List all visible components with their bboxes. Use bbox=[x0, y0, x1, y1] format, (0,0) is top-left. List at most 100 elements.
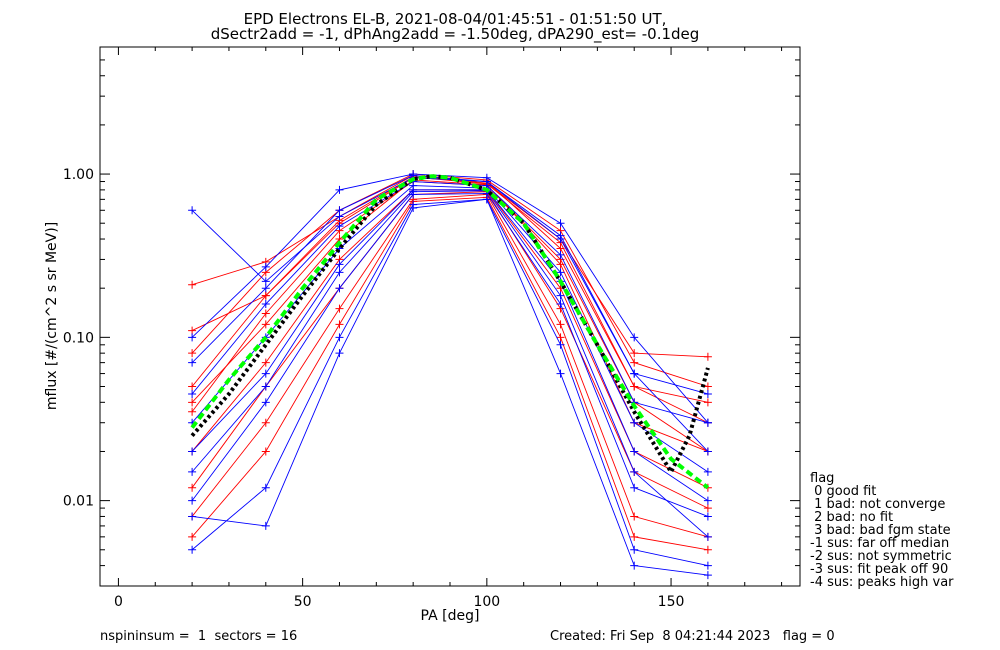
data-point bbox=[630, 483, 639, 492]
data-point bbox=[335, 260, 344, 269]
data-point bbox=[703, 389, 712, 398]
legend-item: -4 sus: peaks high var bbox=[810, 575, 954, 590]
data-point bbox=[335, 284, 344, 293]
data-point bbox=[335, 349, 344, 358]
data-point bbox=[556, 260, 565, 269]
series-line bbox=[191, 176, 708, 403]
data-point bbox=[335, 185, 344, 194]
data-point bbox=[188, 333, 197, 342]
series-line bbox=[191, 193, 709, 517]
series-layer bbox=[188, 170, 712, 580]
data-point bbox=[556, 340, 565, 349]
flag-legend: flag 0 good fit 1 bad: not converge 2 ba… bbox=[810, 471, 954, 590]
legend-item: 3 bad: bad fgm state bbox=[810, 523, 951, 538]
axes-layer: 0 50 100 150 0.01 0.10 1.00 bbox=[63, 47, 800, 610]
data-point bbox=[556, 300, 565, 309]
y-tick-label: 0.10 bbox=[63, 330, 94, 346]
series-line bbox=[191, 181, 709, 452]
data-point bbox=[703, 467, 712, 476]
data-point bbox=[188, 389, 197, 398]
data-point bbox=[188, 496, 197, 505]
data-point bbox=[556, 320, 565, 329]
fit-layer bbox=[190, 174, 710, 490]
series-line bbox=[192, 198, 708, 576]
y-tick-label: 0.01 bbox=[63, 494, 94, 510]
series-line bbox=[191, 189, 709, 501]
data-point bbox=[630, 545, 639, 554]
y-axis-label: mflux [#/(cm^2 s sr MeV)] bbox=[44, 222, 60, 410]
legend-item: -3 sus: fit peak off 90 bbox=[810, 562, 948, 577]
series-line bbox=[191, 196, 708, 551]
series-line bbox=[191, 190, 709, 538]
data-point bbox=[261, 277, 270, 286]
series-line bbox=[191, 175, 709, 452]
data-point bbox=[556, 268, 565, 277]
legend-item: -2 sus: not symmetric bbox=[810, 549, 952, 564]
series-line bbox=[191, 181, 709, 424]
data-point bbox=[261, 320, 270, 329]
data-point bbox=[335, 304, 344, 313]
data-point bbox=[556, 250, 565, 259]
data-point bbox=[630, 447, 639, 456]
data-point bbox=[188, 326, 197, 335]
data-point bbox=[261, 300, 270, 309]
chart-title-line1: EPD Electrons EL-B, 2021-08-04/01:45:51 … bbox=[244, 10, 667, 28]
data-point bbox=[188, 545, 197, 554]
data-point bbox=[261, 291, 270, 300]
data-point bbox=[261, 284, 270, 293]
data-point bbox=[630, 561, 639, 570]
data-point bbox=[188, 398, 197, 407]
series-line bbox=[191, 179, 709, 452]
data-point bbox=[630, 512, 639, 521]
data-point bbox=[630, 369, 639, 378]
y-tick-label: 1.00 bbox=[63, 167, 94, 183]
data-point bbox=[703, 512, 712, 521]
legend-item: 2 bad: no fit bbox=[810, 510, 893, 525]
series-line bbox=[191, 191, 709, 509]
plot-frame bbox=[99, 46, 801, 587]
black-fit-line bbox=[190, 174, 710, 476]
legend-item: -1 sus: far off median bbox=[810, 536, 949, 551]
data-point bbox=[261, 483, 270, 492]
legend-item: 0 good fit bbox=[810, 484, 876, 499]
series-line bbox=[191, 173, 709, 387]
data-point bbox=[630, 382, 639, 391]
data-point bbox=[703, 382, 712, 391]
data-point bbox=[261, 447, 270, 456]
data-point bbox=[261, 262, 270, 271]
data-point bbox=[703, 545, 712, 554]
data-point bbox=[188, 447, 197, 456]
legend-item: 1 bad: not converge bbox=[810, 497, 945, 512]
data-point bbox=[188, 358, 197, 367]
data-point bbox=[556, 291, 565, 300]
data-point bbox=[703, 447, 712, 456]
data-point bbox=[556, 231, 565, 240]
data-point bbox=[630, 467, 639, 476]
data-point bbox=[335, 222, 344, 231]
data-point bbox=[482, 177, 491, 186]
series-line bbox=[191, 185, 709, 473]
chart-title-line2: dSectr2add = -1, dPhAng2add = -1.50deg, … bbox=[211, 25, 700, 44]
data-point bbox=[630, 418, 639, 427]
data-point bbox=[261, 358, 270, 367]
data-point bbox=[630, 532, 639, 541]
data-point bbox=[188, 467, 197, 476]
series-line bbox=[191, 177, 709, 395]
data-point bbox=[703, 496, 712, 505]
x-axis-label: PA [deg] bbox=[421, 608, 480, 624]
data-point bbox=[703, 352, 712, 361]
data-point bbox=[188, 206, 197, 215]
data-point bbox=[703, 571, 712, 580]
series-line bbox=[191, 198, 708, 567]
data-point bbox=[261, 418, 270, 427]
data-point bbox=[335, 333, 344, 342]
legend-title: flag bbox=[810, 471, 834, 486]
data-point bbox=[409, 187, 418, 196]
data-point bbox=[703, 418, 712, 427]
data-point bbox=[703, 398, 712, 407]
data-point bbox=[409, 203, 418, 212]
data-point bbox=[188, 532, 197, 541]
data-point bbox=[482, 195, 491, 204]
data-point bbox=[335, 268, 344, 277]
